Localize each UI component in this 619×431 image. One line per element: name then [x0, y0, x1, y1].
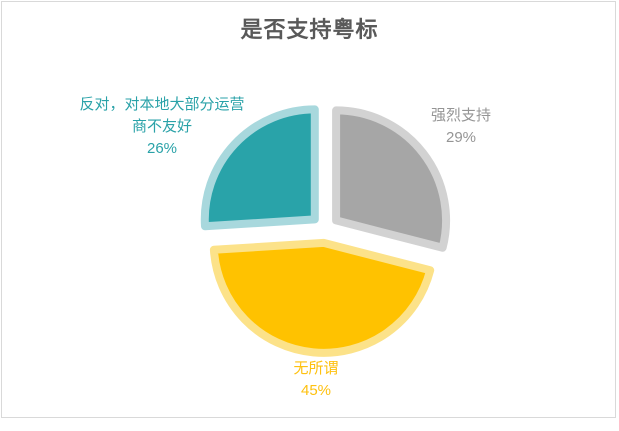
slice-label-oppose-pct: 26% — [146, 140, 178, 157]
slice-label-oppose-text-line2: 商不友好 — [131, 118, 192, 135]
pie-slice-1 — [332, 106, 451, 252]
pie-slice-2 — [209, 238, 435, 357]
slice-label-oppose: 反对，对本地大部分运营 商不友好 26% — [42, 94, 282, 160]
slice-label-strong-support-pct: 29% — [445, 129, 477, 146]
slice-label-indifferent-pct: 45% — [300, 382, 332, 399]
slice-label-indifferent: 无所谓 45% — [206, 358, 426, 402]
slice-label-oppose-text-line1: 反对，对本地大部分运营 — [79, 96, 245, 113]
slice-label-indifferent-text: 无所谓 — [293, 360, 339, 377]
slice-label-strong-support-text: 强烈支持 — [430, 107, 491, 124]
slice-label-strong-support: 强烈支持 29% — [391, 105, 531, 149]
chart-title: 是否支持粤标 — [240, 17, 379, 42]
pie-slice-3 — [200, 105, 319, 231]
